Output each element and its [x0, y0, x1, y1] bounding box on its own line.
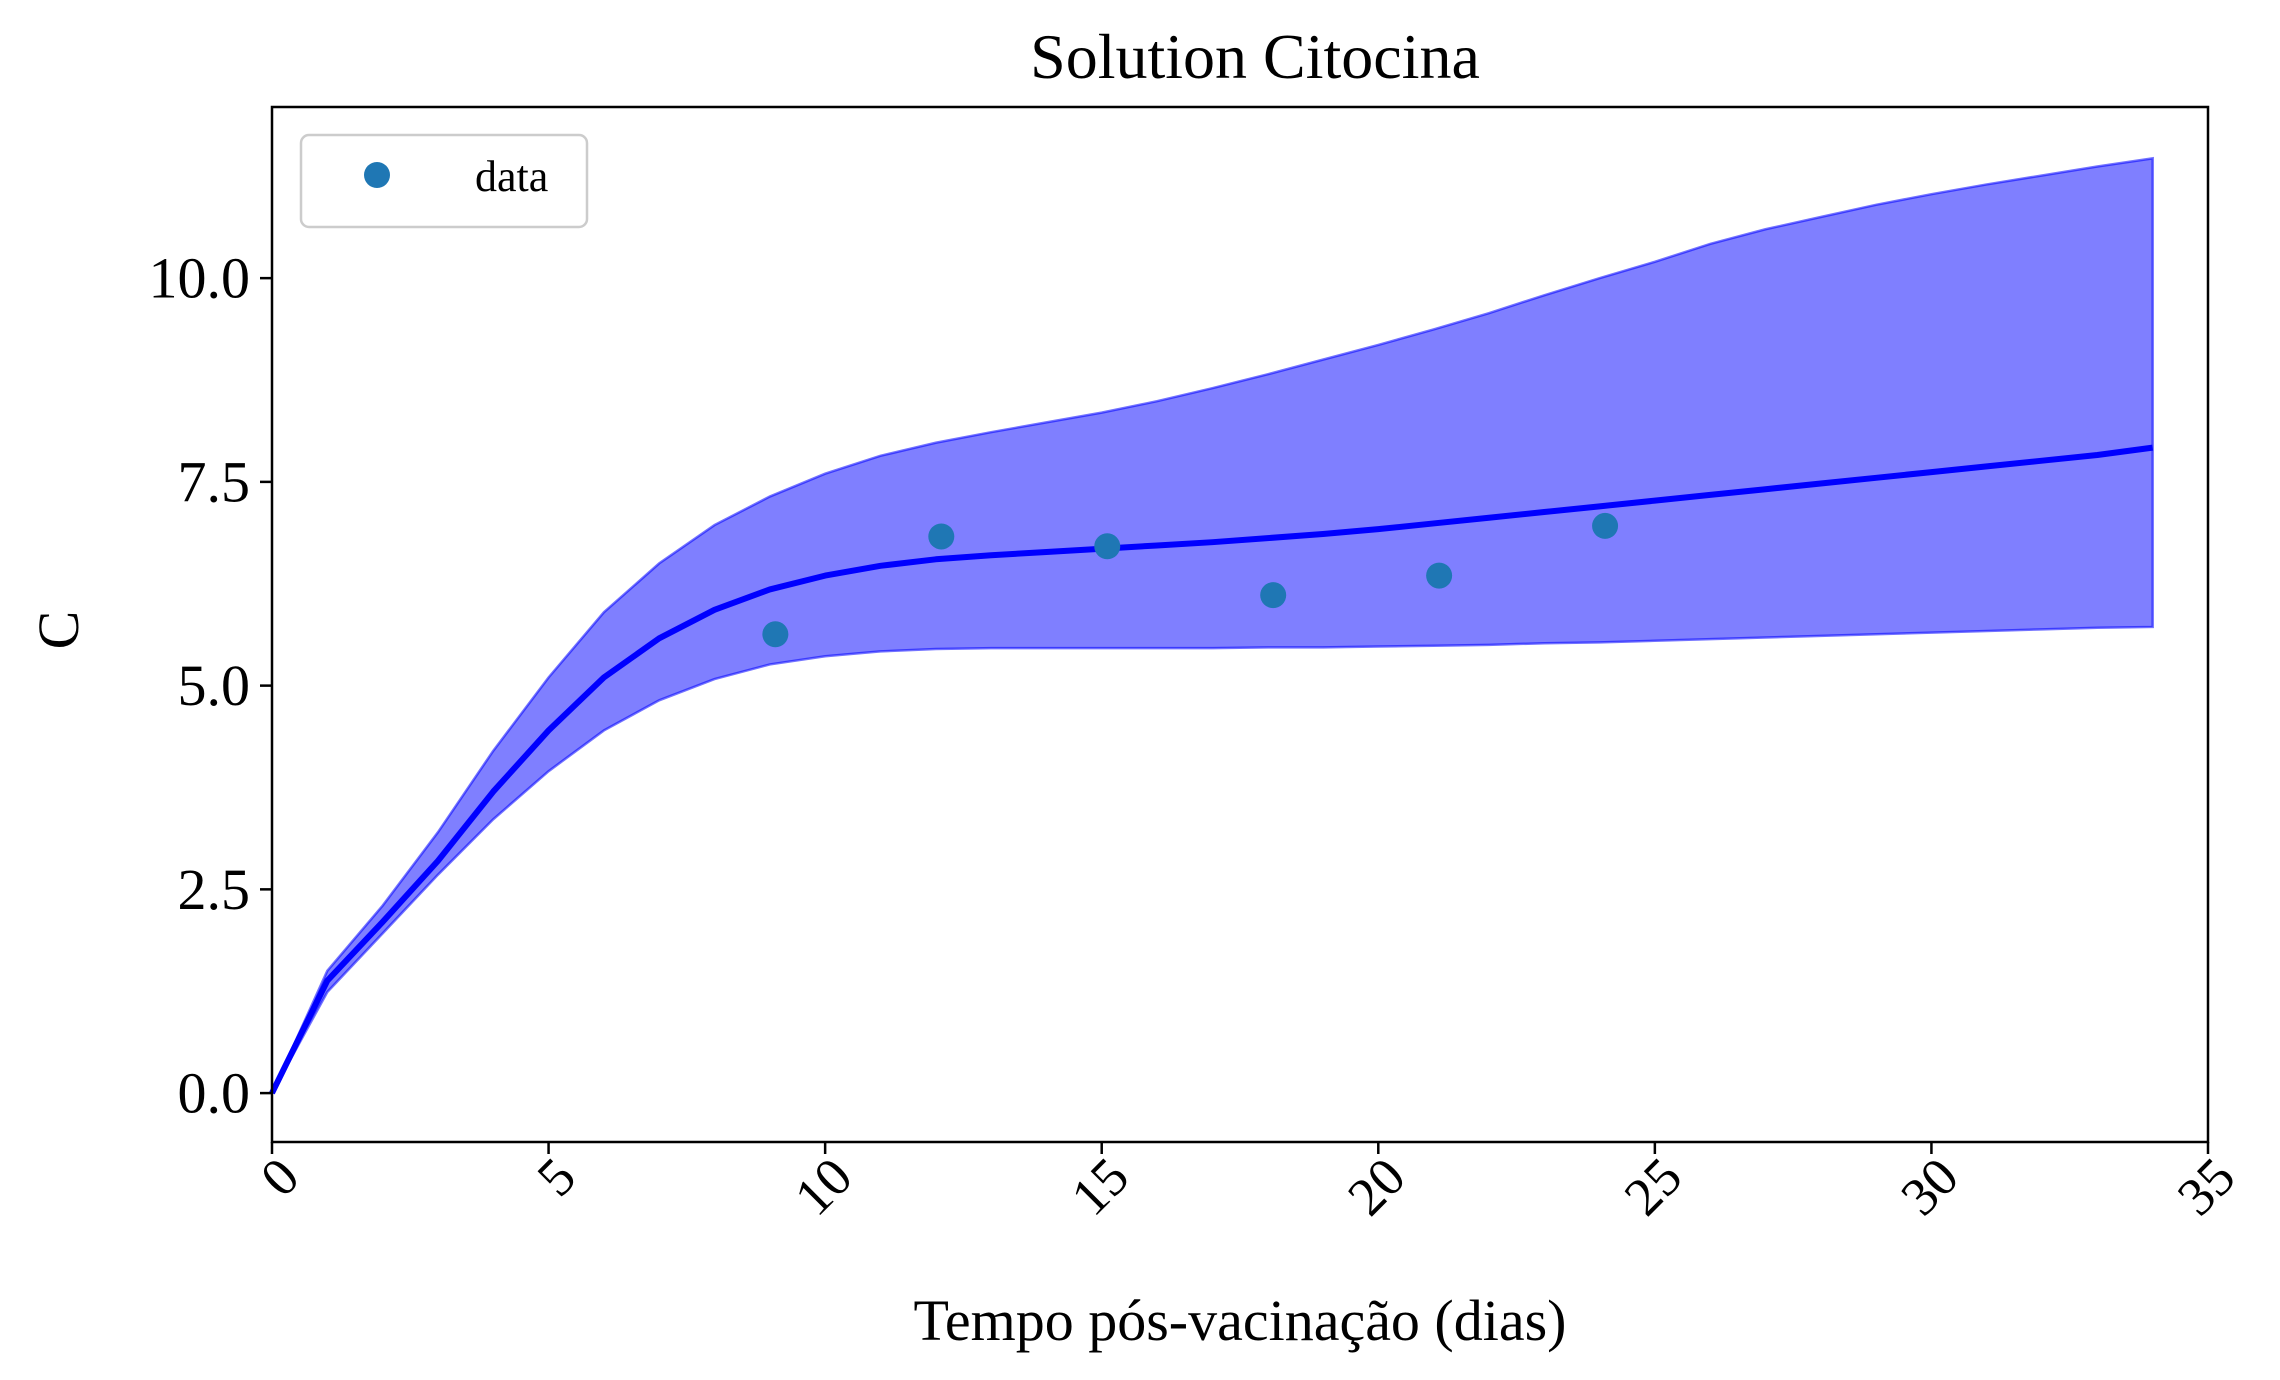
data-point	[762, 621, 789, 648]
legend-marker-data	[364, 162, 390, 188]
x-tick-label: 15	[1060, 1146, 1141, 1227]
legend-box	[299, 133, 589, 229]
y-tick-label: 0.0	[178, 1061, 251, 1126]
plot-frame	[270, 105, 2210, 1144]
x-tick-label: 25	[1613, 1146, 1694, 1227]
data-point	[1260, 582, 1287, 609]
legend-label-data: data	[475, 152, 548, 201]
data-point	[928, 523, 955, 550]
y-axis-ticks: 0.0 2.5 5.0 7.5 10.0	[149, 246, 272, 1126]
x-tick-label: 5	[526, 1146, 588, 1208]
x-tick-label: 0	[249, 1146, 311, 1208]
mean-line	[269, 444, 2154, 1095]
y-tick-label: 7.5	[178, 449, 251, 514]
x-tick-label: 30	[1889, 1146, 1970, 1227]
data-point	[1426, 562, 1453, 589]
x-axis-label: Tempo pós-vacinação (dias)	[913, 1288, 1566, 1353]
plot-area	[269, 156, 2154, 1095]
y-tick-label: 10.0	[149, 246, 251, 311]
x-tick-label: 10	[783, 1146, 864, 1227]
confidence-band	[270, 156, 2154, 1094]
legend: data	[299, 133, 589, 229]
data-point	[1094, 533, 1121, 560]
y-tick-label: 2.5	[178, 857, 251, 922]
x-axis-ticks: 0 5 10 15 20 25 30 35	[249, 1142, 2247, 1227]
x-tick-label: 35	[2166, 1146, 2247, 1227]
x-tick-label: 20	[1336, 1146, 1417, 1227]
data-point	[1592, 512, 1619, 539]
chart-title: Solution Citocina	[1030, 21, 1480, 92]
y-tick-label: 5.0	[178, 653, 251, 718]
y-axis-label: C	[26, 611, 91, 650]
